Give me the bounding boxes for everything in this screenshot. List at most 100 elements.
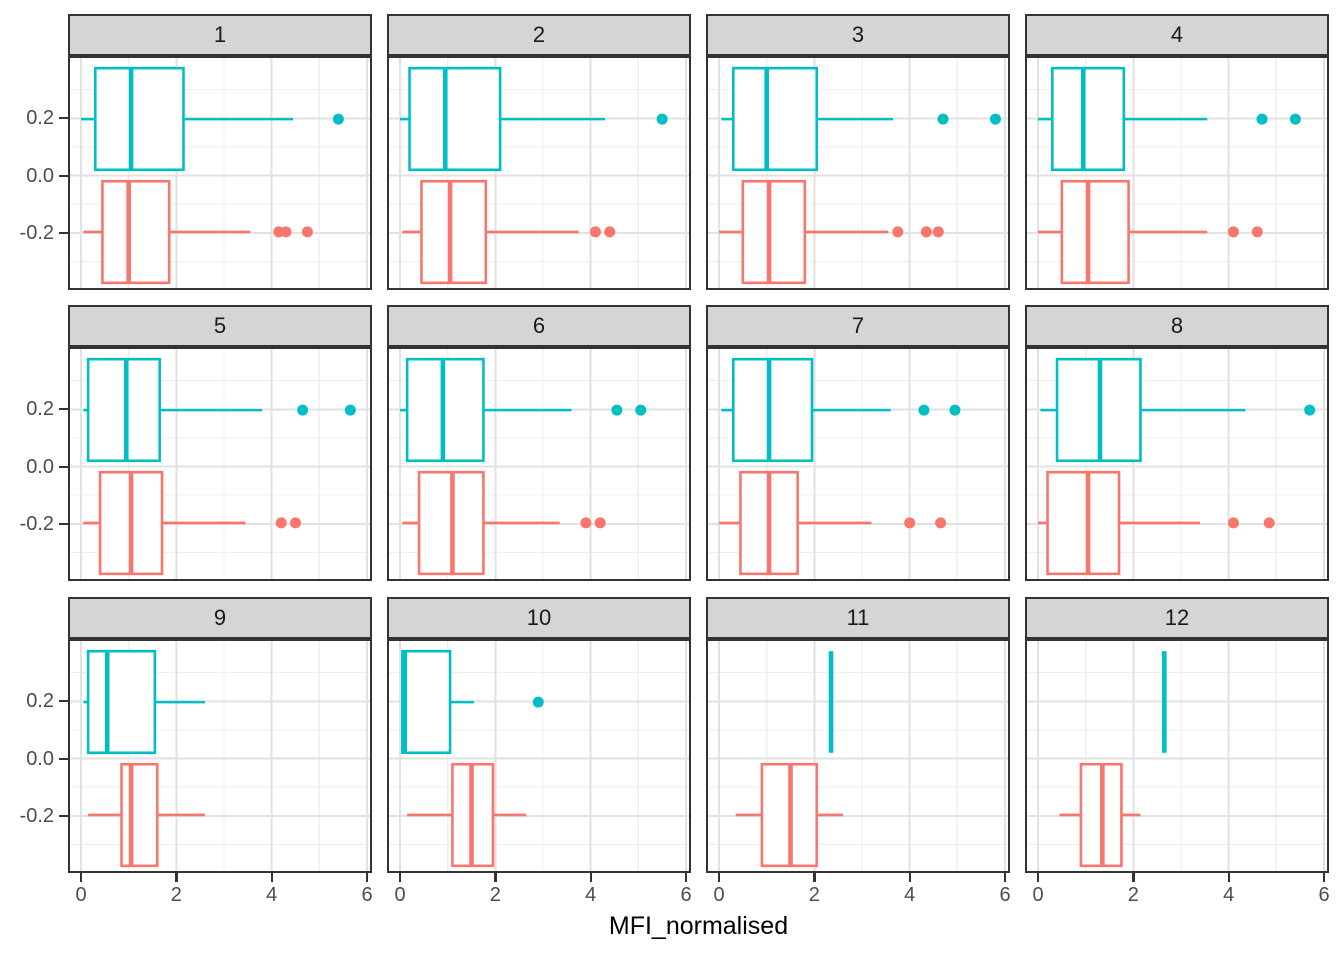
outlier-point (932, 226, 944, 238)
y-axis-tick (59, 814, 68, 817)
x-axis-title: MFI_normalised (608, 912, 789, 940)
box (1051, 66, 1126, 172)
box (120, 762, 159, 868)
facet-strip: 7 (706, 305, 1010, 347)
x-axis-tick-label: 6 (1318, 884, 1330, 906)
x-axis-tick (1004, 873, 1007, 882)
boxplot-red (1038, 470, 1275, 576)
x-axis-tick-label: 4 (266, 884, 278, 906)
facet-strip: 3 (706, 14, 1010, 56)
boxplot-teal (721, 357, 961, 463)
facet-panel (68, 56, 372, 290)
facet-strip-label: 10 (526, 605, 552, 630)
outlier-point (918, 404, 930, 416)
x-axis-tick (685, 873, 688, 882)
x-axis-tick-label: 2 (489, 884, 501, 906)
facet-panel (68, 347, 372, 581)
facet-strip-label: 11 (846, 605, 870, 630)
x-axis-tick-label: 4 (904, 884, 916, 906)
facet-panel (706, 347, 1010, 581)
facet-strip-label: 6 (532, 313, 546, 338)
outlier-point (1227, 517, 1239, 529)
y-axis-tick (59, 174, 68, 177)
facet-panel (706, 56, 1010, 290)
facet-panel (706, 639, 1010, 873)
x-axis-tick-label: 2 (808, 884, 820, 906)
y-axis-tick-label: 0.0 (26, 455, 54, 478)
facet-plot-svg (389, 58, 689, 288)
outlier-point (580, 517, 592, 529)
x-axis-tick-label: 6 (680, 884, 692, 906)
facet-strip-label: 12 (1164, 605, 1190, 630)
y-axis-tick-label: -0.2 (19, 512, 54, 535)
outlier-point (989, 113, 1001, 125)
boxplot-degenerate-bar (828, 651, 834, 753)
facet-plot-svg (70, 58, 370, 288)
facet-strip: 6 (387, 305, 691, 347)
boxplot-red (407, 762, 527, 868)
y-axis-tick (59, 757, 68, 760)
boxplot-teal (1162, 651, 1167, 753)
facet-strip-label: 3 (851, 22, 865, 47)
facet-plot-svg (708, 58, 1008, 288)
boxplot-teal (400, 66, 668, 172)
x-axis-tick-label: 0 (75, 884, 87, 906)
outlier-point (1263, 517, 1275, 529)
x-axis-tick (589, 873, 592, 882)
x-axis-tick (813, 873, 816, 882)
x-axis-tick-label: 4 (585, 884, 597, 906)
outlier-point (635, 404, 647, 416)
outlier-point (892, 226, 904, 238)
facet-strip-label: 4 (1170, 22, 1184, 47)
facet-plot-svg (1027, 58, 1327, 288)
boxplot-red (719, 179, 944, 285)
facet-plot-svg (708, 349, 1008, 579)
facet-strip-label: 8 (1170, 313, 1184, 338)
boxplot-red (88, 762, 205, 868)
x-axis-tick-label: 2 (170, 884, 182, 906)
y-axis-tick (59, 117, 68, 120)
x-axis-tick-label: 6 (361, 884, 373, 906)
outlier-point (920, 226, 932, 238)
x-axis-tick (494, 873, 497, 882)
y-axis-tick (59, 465, 68, 468)
x-axis-tick (270, 873, 273, 882)
facet-plot-svg (708, 641, 1008, 871)
facet-strip: 10 (387, 597, 691, 639)
box (101, 179, 171, 285)
box (732, 66, 819, 172)
box (86, 357, 161, 463)
boxplot-red (735, 762, 843, 868)
x-axis-tick (175, 873, 178, 882)
y-axis-tick-label: -0.2 (19, 221, 54, 244)
facet-strip: 2 (387, 14, 691, 56)
outlier-point (1227, 226, 1239, 238)
boxplot-teal (1040, 357, 1316, 463)
x-axis-tick (1132, 873, 1135, 882)
facet-strip-label: 5 (213, 313, 227, 338)
facet-strip-label: 7 (851, 313, 865, 338)
facet-panel (1025, 56, 1329, 290)
facet-strip-label: 9 (213, 605, 227, 630)
x-axis-tick-label: 0 (713, 884, 725, 906)
box (405, 357, 485, 463)
x-axis-tick (908, 873, 911, 882)
outlier-point (904, 517, 916, 529)
x-axis-tick (399, 873, 402, 882)
box (94, 66, 185, 172)
outlier-point (1289, 113, 1301, 125)
facet-strip: 1 (68, 14, 372, 56)
facet-panel (1025, 639, 1329, 873)
outlier-point (297, 404, 309, 416)
boxplot-red (83, 179, 313, 285)
outlier-point (935, 517, 947, 529)
x-axis-tick (1323, 873, 1326, 882)
boxplot-teal (828, 651, 834, 753)
facet-strip-label: 2 (532, 22, 546, 47)
x-axis-tick (1037, 873, 1040, 882)
y-axis-tick-label: 0.0 (26, 164, 54, 187)
y-axis-tick-label: 0.0 (26, 747, 54, 770)
outlier-point (1256, 113, 1268, 125)
x-axis-tick-label: 0 (1032, 884, 1044, 906)
